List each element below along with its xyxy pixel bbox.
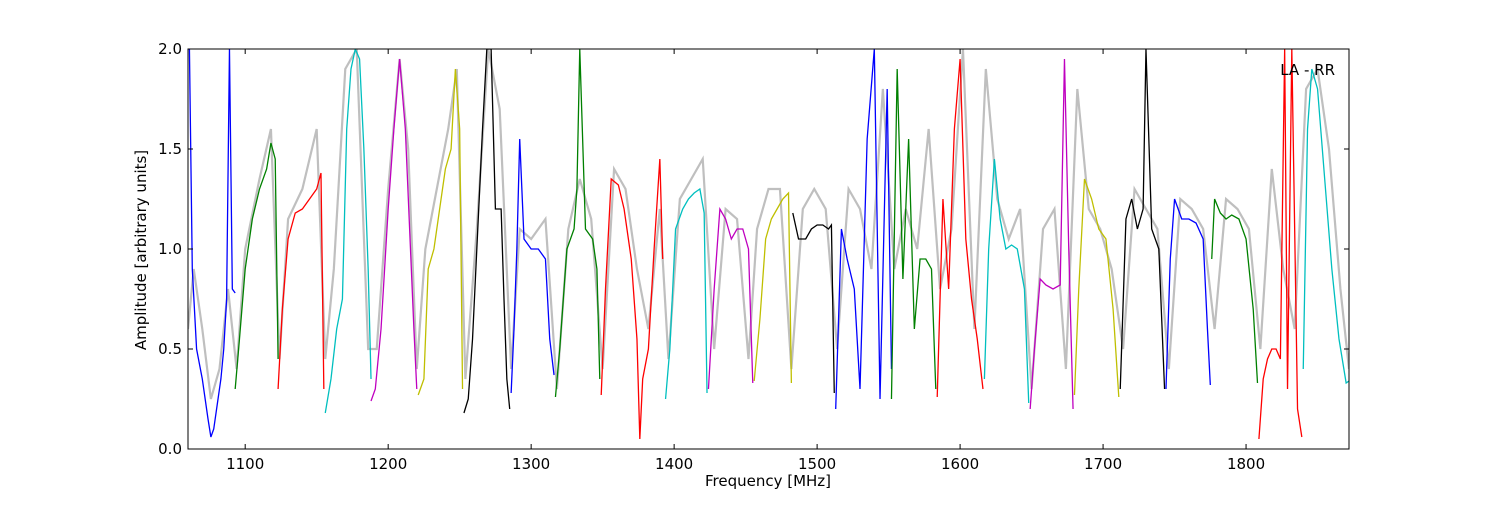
series-layer xyxy=(188,49,1349,440)
series-line-22 xyxy=(1165,198,1211,390)
series-line-13 xyxy=(753,191,793,384)
annotation-label: LA - RR xyxy=(1280,61,1335,79)
y-axis-label: Amplitude [arbitrary units] xyxy=(132,150,150,350)
series-line-20 xyxy=(1073,178,1120,398)
series-line-10 xyxy=(600,158,664,440)
series-line-19 xyxy=(1029,58,1074,410)
series-line-4 xyxy=(324,49,372,414)
series-line-21 xyxy=(1119,49,1166,390)
series-line-16 xyxy=(890,68,937,400)
series-line-5 xyxy=(370,58,418,402)
y-tick-label: 0.0 xyxy=(158,440,182,458)
series-line-7 xyxy=(463,49,511,414)
series-line-18 xyxy=(983,158,1030,404)
y-tick-label: 0.5 xyxy=(158,340,182,358)
x-tick-label: 1700 xyxy=(1084,455,1122,473)
series-line-12 xyxy=(707,206,754,390)
y-tick-label: 1.0 xyxy=(158,240,182,258)
x-axis-label: Frequency [MHz] xyxy=(705,472,831,490)
series-line-17 xyxy=(936,58,984,398)
y-tick-label: 1.5 xyxy=(158,140,182,158)
background-trace xyxy=(188,49,1349,400)
series-line-8 xyxy=(510,138,555,394)
axes-layer: 1100 1200 1300 1400 1500 1600 1700 1800 0.0 0.5 1.… xyxy=(158,40,1350,473)
x-tick-label: 1800 xyxy=(1227,455,1265,473)
x-tick-label: 1100 xyxy=(226,455,264,473)
series-line-23 xyxy=(1211,198,1259,384)
series-line-3 xyxy=(277,172,325,390)
series-line-11 xyxy=(664,187,708,400)
x-tick-label: 1300 xyxy=(512,455,550,473)
series-line-14 xyxy=(792,212,835,394)
x-tick-label: 1600 xyxy=(941,455,979,473)
x-tick-label: 1500 xyxy=(798,455,836,473)
series-line-2 xyxy=(234,142,279,390)
series-line-15 xyxy=(835,49,893,410)
series-line-25 xyxy=(1302,68,1349,385)
series-line-1 xyxy=(188,49,236,438)
series-line-24 xyxy=(1258,49,1303,440)
y-tick-label: 2.0 xyxy=(158,40,182,58)
x-tick-label: 1400 xyxy=(655,455,693,473)
x-tick-label: 1200 xyxy=(369,455,407,473)
series-line-9 xyxy=(554,49,601,398)
series-line-6 xyxy=(417,68,464,396)
